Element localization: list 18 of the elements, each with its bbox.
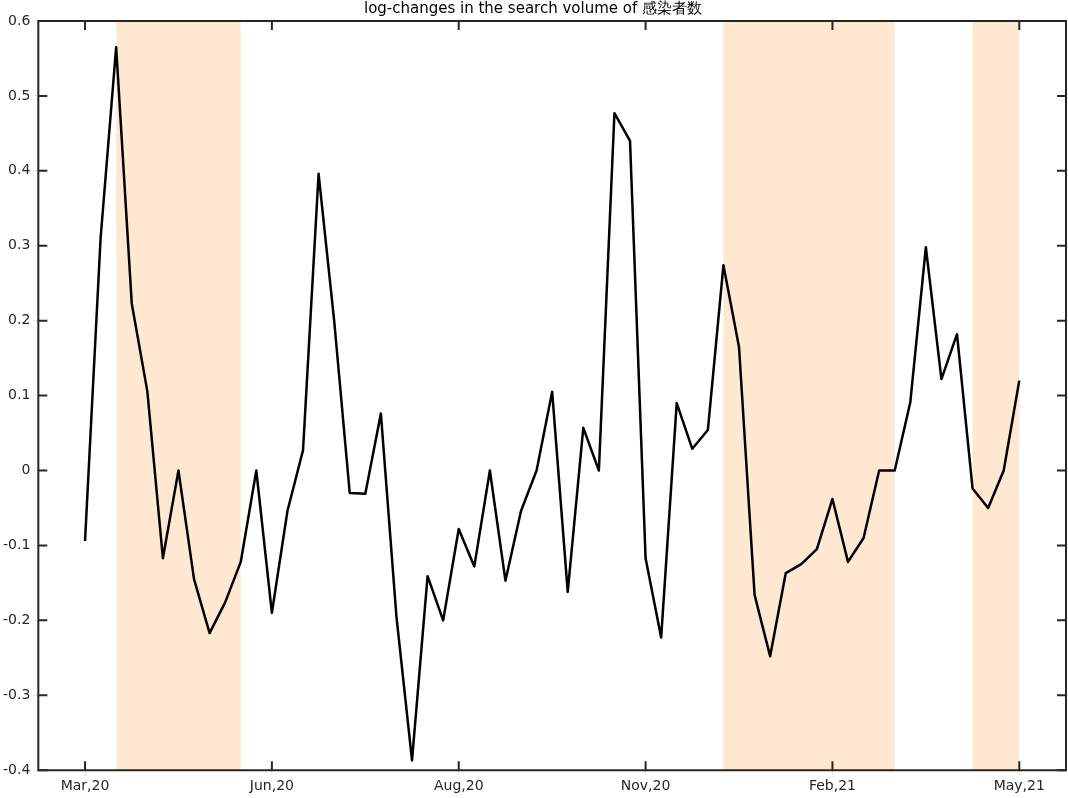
- x-tick-label: May,21: [993, 777, 1045, 794]
- x-tick-label: Jun,20: [248, 777, 294, 794]
- x-tick-label: Mar,20: [60, 777, 110, 794]
- y-tick-label: 0.4: [8, 161, 31, 178]
- y-tick-label: 0: [21, 461, 31, 478]
- x-tick-label: Feb,21: [808, 777, 856, 794]
- x-tick-label: Aug,20: [433, 777, 484, 794]
- y-tick-label: 0.2: [8, 311, 31, 328]
- chart-title: log-changes in the search volume of 感染者数: [363, 0, 703, 17]
- y-tick-label: 0.5: [8, 86, 31, 103]
- y-tick-label: -0.2: [2, 611, 31, 627]
- y-tick-label: -0.3: [2, 685, 31, 702]
- y-tick-label: 0.6: [8, 11, 31, 28]
- y-tick-label: -0.1: [2, 536, 31, 553]
- y-tick-label: -0.4: [2, 760, 31, 777]
- y-tick-label: 0.1: [8, 386, 31, 403]
- y-tick-label: 0.3: [8, 236, 31, 253]
- x-tick-label: Nov,20: [620, 777, 671, 794]
